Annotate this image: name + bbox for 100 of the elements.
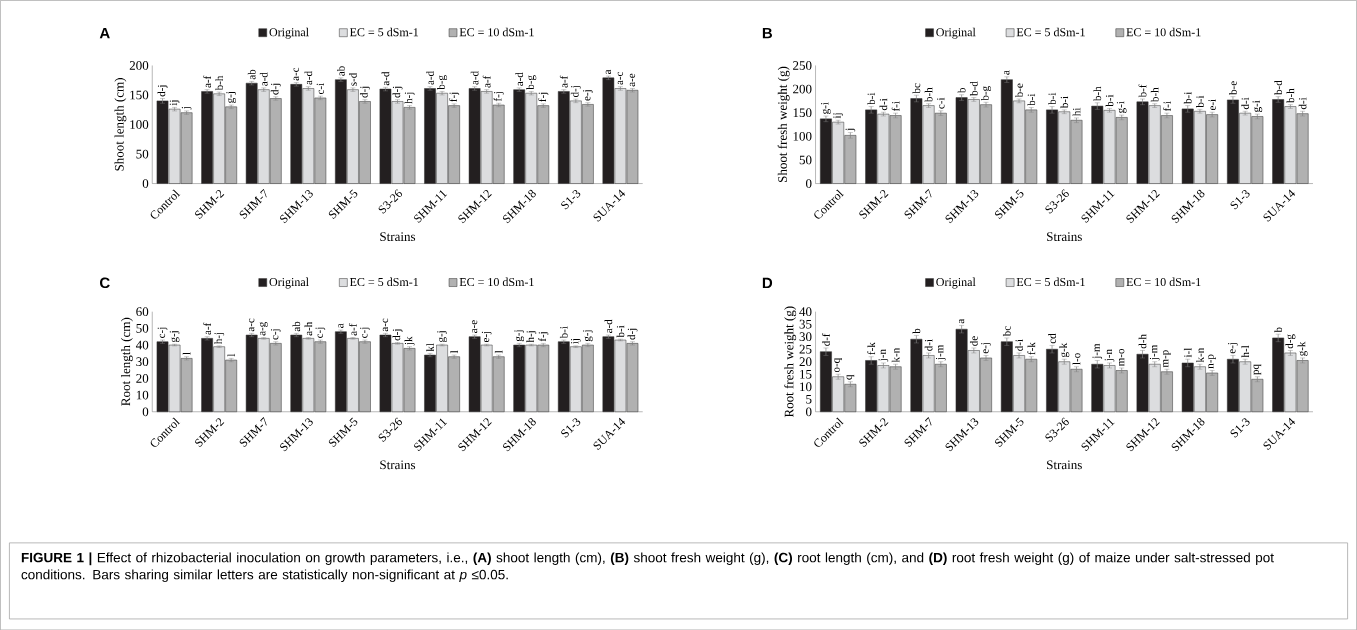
data-label: b-g	[526, 75, 537, 90]
data-label: l	[494, 350, 503, 353]
data-label: d-j	[570, 85, 581, 97]
y-tick-label: 10	[136, 390, 149, 400]
legend-label: EC = 5 dSm-1	[349, 27, 419, 37]
data-label: a-f	[348, 323, 357, 336]
data-label: a-g	[259, 321, 268, 336]
data-label: a-f	[559, 75, 568, 88]
data-label: d-i	[1298, 97, 1307, 110]
y-tick-label: 0	[142, 407, 149, 416]
data-label: j-m	[1149, 344, 1160, 361]
chart-title: D	[762, 277, 773, 288]
data-label: g-j	[583, 330, 593, 342]
chart-title: A	[99, 27, 110, 39]
data-label: f-j	[538, 332, 549, 342]
data-label: a-c	[249, 318, 255, 332]
y-tick-label: 0	[806, 407, 812, 416]
data-label: cd	[1048, 333, 1056, 344]
data-label: j-m	[936, 344, 946, 361]
data-label: bc	[912, 83, 921, 94]
data-label: d-j	[627, 328, 638, 340]
y-tick-label: 50	[136, 149, 149, 159]
data-label: b-d	[1274, 80, 1283, 95]
data-label: bc	[1002, 326, 1011, 337]
y-tick-label: 15	[800, 369, 812, 379]
x-axis-title: Strains	[380, 232, 416, 241]
data-label: de	[969, 336, 978, 346]
x-axis-title: Strains	[1047, 232, 1082, 241]
legend-label: EC = 10 dSm-1	[459, 277, 534, 286]
data-label: f-j	[449, 92, 460, 102]
x-tick-label: S1-3	[561, 417, 581, 438]
data-label: j-m	[1092, 343, 1103, 359]
data-label: b-g	[437, 75, 448, 90]
data-label: g-j	[437, 331, 447, 342]
data-label: m-o	[1119, 348, 1125, 366]
data-label: e-j	[1228, 342, 1238, 354]
data-label: m-p	[1163, 350, 1171, 368]
data-label: a-d	[426, 70, 434, 85]
data-label: b-i	[616, 325, 625, 338]
data-label: g-j	[226, 91, 237, 103]
y-tick-label: 40	[799, 307, 812, 316]
data-label: g-k	[1059, 342, 1070, 357]
y-tick-label: 150	[130, 90, 149, 100]
data-label: b-i	[1048, 92, 1056, 105]
data-label: b	[957, 87, 966, 93]
data-label: f-k	[1027, 342, 1036, 355]
data-label: d-f	[822, 333, 830, 346]
data-label: e-j	[583, 90, 593, 101]
data-label: b-h	[1286, 88, 1295, 103]
data-label: c-j	[157, 327, 168, 338]
data-label: a-d	[515, 72, 524, 86]
legend-label: Original	[936, 277, 976, 289]
y-tick-label: 200	[793, 84, 812, 94]
y-axis-title: Root length (cm)	[121, 317, 133, 406]
data-label: e-i	[1208, 98, 1216, 110]
data-label: j	[845, 128, 856, 131]
data-label: c-j	[315, 327, 326, 338]
y-tick-label: 60	[136, 307, 149, 316]
data-label: b-h	[1150, 87, 1159, 102]
legend-label: EC = 10 dSm-1	[459, 27, 534, 37]
data-label: a-c	[293, 67, 299, 81]
data-label: c-j	[360, 327, 370, 338]
data-label: b-h	[924, 87, 933, 102]
data-label: k-n	[891, 347, 900, 363]
data-label: e-j	[481, 331, 492, 342]
data-label: n-p	[1208, 354, 1216, 369]
data-label: i-l	[1183, 347, 1192, 358]
data-label: b-e	[1015, 83, 1023, 98]
y-tick-label: 40	[135, 340, 149, 350]
data-label: a-d	[381, 71, 390, 86]
data-label: b	[912, 328, 921, 334]
data-label: a-c	[617, 71, 624, 85]
data-label: s-d	[349, 72, 357, 86]
data-label: pq	[1253, 364, 1262, 375]
data-label: b-e	[1229, 81, 1237, 95]
y-tick-label: 0	[142, 179, 149, 188]
data-label: e-j	[981, 342, 991, 354]
data-label: ab	[247, 69, 256, 80]
data-label: a-d	[604, 319, 613, 333]
data-label: j	[181, 106, 192, 110]
data-label: d-j	[270, 83, 281, 95]
x-axis-title: Strains	[380, 460, 416, 470]
data-label: k-n	[1196, 347, 1204, 363]
y-axis-title: Shoot length (cm)	[114, 77, 127, 171]
data-label: a-c	[382, 318, 389, 332]
data-label: ab	[292, 321, 301, 332]
x-tick-label: S1-3	[1230, 417, 1250, 438]
data-label: a-e	[471, 320, 478, 333]
data-label: ij	[833, 113, 843, 119]
data-label: f-k	[867, 342, 876, 355]
data-label: d-i	[924, 339, 933, 351]
y-tick-label: 20	[799, 357, 812, 366]
data-label: jk	[404, 336, 415, 346]
data-label: b-f	[1138, 84, 1147, 98]
data-label: d-g	[1285, 334, 1296, 349]
y-tick-label: 30	[136, 357, 149, 366]
data-label: a-f	[482, 75, 491, 88]
data-label: f-j	[493, 91, 504, 102]
data-label: d-j	[157, 85, 168, 97]
y-tick-label: 5	[806, 394, 812, 404]
